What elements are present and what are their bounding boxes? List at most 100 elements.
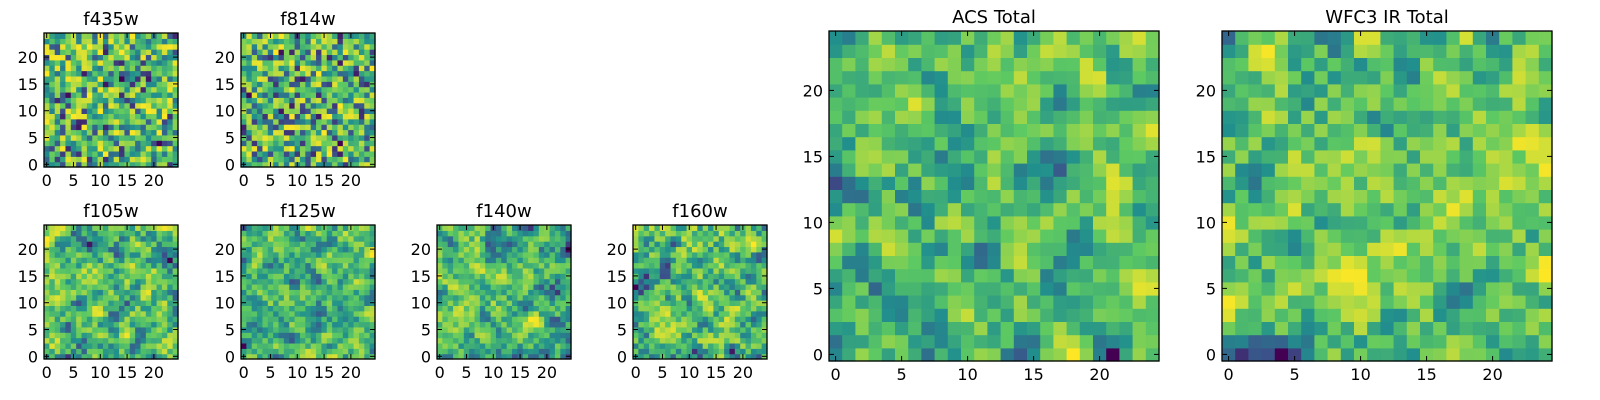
heatmap-cell: [560, 289, 567, 296]
heatmap-cell: [60, 342, 67, 349]
heatmap-cell: [458, 310, 465, 317]
heatmap-cell: [369, 49, 376, 56]
heatmap-cell: [469, 332, 476, 339]
heatmap-cell: [538, 305, 545, 312]
heatmap-cell: [1106, 295, 1120, 309]
heatmap-cell: [348, 337, 355, 344]
heatmap-cell: [119, 257, 125, 264]
heatmap-cell: [70, 257, 77, 264]
heatmap-cell: [364, 305, 371, 312]
heatmap-cell: [156, 273, 163, 280]
heatmap-cell: [151, 326, 158, 333]
heatmap-cell: [246, 348, 253, 355]
heatmap-cell: [665, 251, 672, 258]
heatmap-cell: [299, 230, 306, 237]
heatmap-cell: [1288, 189, 1302, 204]
heatmap-cell: [638, 251, 645, 258]
heatmap-cell: [113, 113, 120, 120]
heatmap-cell: [326, 326, 333, 333]
heatmap-cell: [92, 33, 99, 39]
heatmap-cell: [102, 342, 109, 349]
heatmap-cell: [348, 305, 355, 312]
heatmap-cell: [81, 145, 88, 152]
y-tick-label: 20: [215, 48, 235, 67]
heatmap-cell: [1132, 83, 1147, 98]
heatmap-cell: [750, 332, 757, 339]
heatmap-cell: [1132, 202, 1147, 217]
heatmap-cell: [947, 229, 962, 243]
heatmap-cell: [659, 278, 666, 285]
heatmap-cell: [241, 156, 247, 163]
heatmap-cell: [1406, 281, 1421, 296]
heatmap-cell: [1301, 163, 1315, 177]
heatmap-cell: [241, 124, 247, 131]
heatmap-cell: [289, 289, 296, 296]
heatmap-cell: [697, 262, 704, 269]
heatmap-cell: [97, 134, 104, 141]
heatmap-cell: [358, 273, 365, 280]
heatmap-cell: [1000, 295, 1015, 309]
heatmap-cell: [278, 257, 285, 264]
y-tick-label: 0: [421, 347, 431, 366]
heatmap-cell: [1393, 189, 1408, 204]
heatmap-cell: [156, 289, 163, 296]
heatmap-cell: [342, 278, 349, 285]
heatmap-cell: [305, 118, 312, 125]
heatmap-cell: [167, 300, 174, 306]
heatmap-cell: [1433, 229, 1447, 243]
heatmap-cell: [895, 163, 909, 177]
heatmap-cell: [921, 44, 936, 58]
heatmap-cell: [251, 59, 258, 66]
heatmap-cell: [332, 316, 339, 323]
heatmap-cell: [273, 342, 280, 349]
heatmap-cell: [299, 267, 306, 274]
heatmap-cell: [129, 241, 136, 248]
heatmap-cell: [273, 70, 280, 77]
heatmap-cell: [1013, 215, 1028, 230]
heatmap-cell: [987, 334, 1002, 349]
heatmap-cell: [713, 300, 720, 306]
heatmap-cell: [745, 246, 752, 253]
heatmap-cell: [299, 49, 306, 56]
heatmap-cell: [1433, 334, 1447, 349]
heatmap-cell: [70, 102, 77, 109]
heatmap-cell: [1314, 334, 1329, 349]
heatmap-cell: [60, 70, 67, 77]
heatmap-cell: [135, 278, 142, 285]
heatmap-cell: [113, 156, 120, 163]
heatmap-cell: [305, 300, 312, 306]
heatmap-cell: [113, 278, 120, 285]
heatmap-cell: [113, 230, 120, 237]
heatmap-cell: [908, 163, 922, 177]
heatmap-cell: [278, 134, 285, 141]
heatmap-cell: [161, 273, 168, 280]
heatmap-cell: [1327, 202, 1342, 217]
heatmap-cell: [151, 230, 158, 237]
heatmap-cell: [60, 241, 67, 248]
heatmap-cell: [740, 262, 747, 269]
heatmap-cell: [538, 257, 545, 264]
heatmap-cell: [124, 59, 131, 66]
heatmap-cell: [665, 342, 672, 349]
y-tick-label: 15: [803, 147, 823, 166]
heatmap-cell: [321, 321, 328, 328]
heatmap-cell: [829, 215, 843, 230]
heatmap-cell: [124, 118, 131, 125]
heatmap-cell: [512, 289, 518, 296]
heatmap-cell: [740, 337, 747, 344]
heatmap-cell: [151, 321, 158, 328]
heatmap-cell: [353, 70, 360, 77]
heatmap-cell: [102, 38, 109, 45]
heatmap-cell: [364, 134, 371, 141]
heatmap-cell: [442, 251, 449, 258]
heatmap-cell: [97, 108, 104, 114]
heatmap-cell: [1340, 295, 1355, 309]
heatmap-cell: [267, 310, 274, 317]
heatmap-cell: [474, 241, 481, 248]
heatmap-cell: [1393, 229, 1408, 243]
heatmap-cell: [257, 161, 264, 168]
heatmap-cell: [881, 268, 896, 283]
heatmap-cell: [554, 310, 561, 317]
heatmap-cell: [565, 305, 572, 312]
heatmap-cell: [124, 257, 131, 264]
